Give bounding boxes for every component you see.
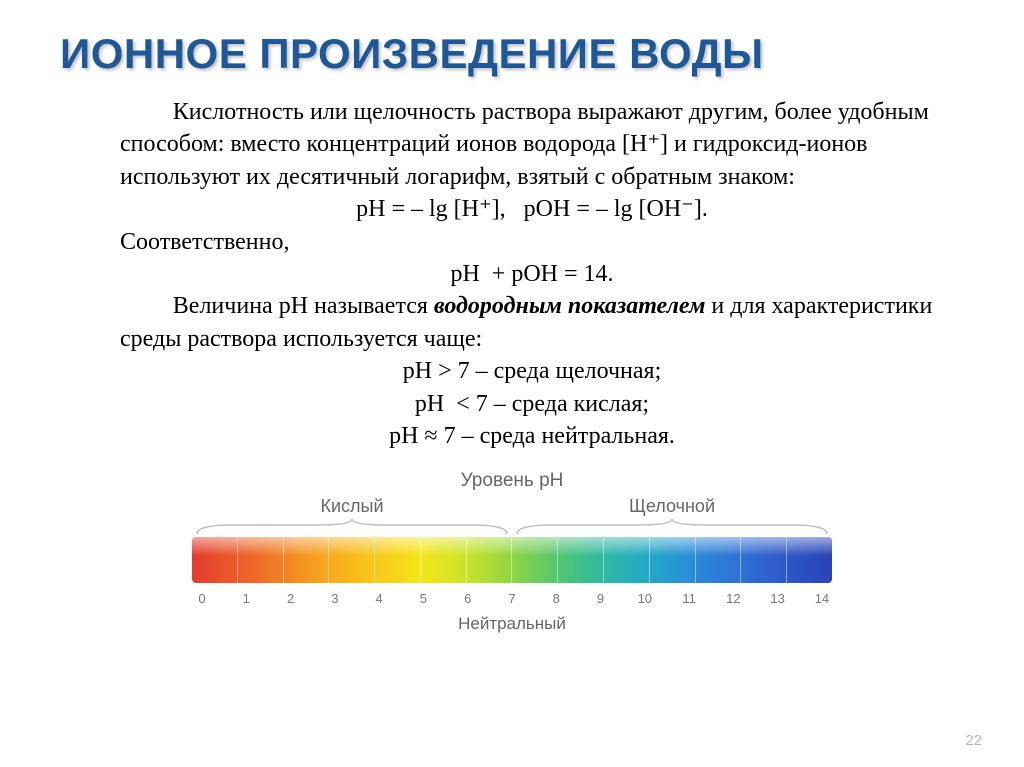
paragraph-1: Кислотность или щелочность раствора выра… [120, 96, 944, 193]
ph-scale-block: Уровень pH Кислый Щелочной 0 1 2 3 4 5 6 [192, 470, 832, 634]
paragraph-2: Соответственно, [120, 226, 944, 258]
ph-tick-numbers: 0 1 2 3 4 5 6 7 8 9 10 11 12 13 14 [192, 591, 832, 606]
slide-root: ИОННОЕ ПРОИЗВЕДЕНИЕ ВОДЫ Кислотность или… [0, 0, 1024, 767]
ph-tick: 7 [502, 591, 522, 606]
ph-tick: 8 [546, 591, 566, 606]
ph-acidic-label: Кислый [192, 496, 512, 517]
ph-tick: 0 [192, 591, 212, 606]
ph-alkaline-label: Щелочной [512, 496, 832, 517]
ph-scale-title: Уровень pH [192, 470, 832, 492]
page-title: ИОННОЕ ПРОИЗВЕДЕНИЕ ВОДЫ [60, 30, 964, 78]
ph-tick: 6 [458, 591, 478, 606]
ph-tick: 2 [281, 591, 301, 606]
page-number: 22 [965, 732, 982, 749]
ph-condition-neutral: рН ≈ 7 – среда нейтральная. [120, 420, 944, 452]
paragraph-3: Величина рН называется водородным показа… [120, 290, 944, 355]
formula-ph-poh: pH = – lg [H⁺], pOH = – lg [OH⁻]. [120, 193, 944, 225]
ph-neutral-label: Нейтральный [192, 614, 832, 634]
ph-condition-acidic: рН < 7 – среда кислая; [120, 388, 944, 420]
ph-tick: 11 [679, 591, 699, 606]
formula-sum-14: pH + pOH = 14. [120, 258, 944, 290]
ph-tick: 14 [812, 591, 832, 606]
ph-tick: 13 [768, 591, 788, 606]
ph-tick-lines [192, 537, 832, 583]
para3-part-a: Величина рН называется [173, 293, 434, 319]
ph-condition-alkaline: рН > 7 – среда щелочная; [120, 355, 944, 387]
brace-icon [192, 519, 832, 537]
ph-tick: 3 [325, 591, 345, 606]
body-text: Кислотность или щелочность раствора выра… [120, 96, 944, 452]
ph-tick: 12 [723, 591, 743, 606]
ph-tick: 9 [591, 591, 611, 606]
ph-tick: 1 [236, 591, 256, 606]
ph-tick: 4 [369, 591, 389, 606]
ph-scale-region-labels: Кислый Щелочной [192, 496, 832, 517]
para3-part-b: водородным показателем [434, 293, 706, 319]
ph-tick: 10 [635, 591, 655, 606]
ph-scale-bar [192, 537, 832, 583]
ph-tick: 5 [413, 591, 433, 606]
